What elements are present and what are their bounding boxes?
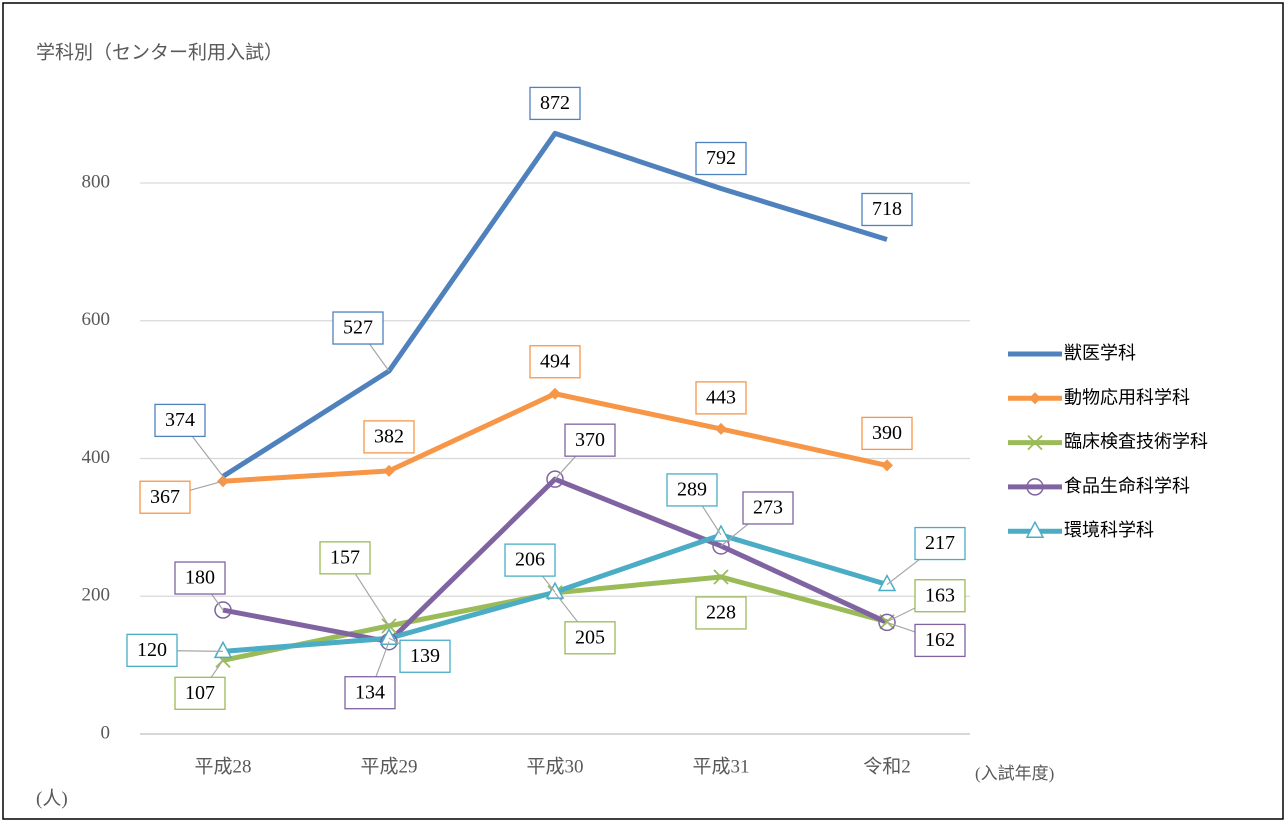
marker [546,470,564,488]
label-box [504,543,556,577]
x-tick-label: 平成28 [194,755,251,777]
data-label: 139 [410,645,440,667]
label-box [126,633,178,667]
label-box [666,473,718,507]
marker [1026,478,1044,496]
y-tick-label: 200 [82,585,111,606]
data-label: 134 [355,681,385,703]
label-box [695,596,747,630]
data-label: 289 [677,479,707,501]
x-tick-label: 平成31 [692,755,749,777]
data-label: 443 [706,386,736,408]
label-box [914,579,966,613]
marker [549,387,561,400]
label-box [363,420,415,454]
label-box [914,623,966,658]
data-label: 163 [925,584,955,606]
label-box [695,381,747,415]
label-box [332,311,384,345]
data-label: 718 [872,198,902,220]
chart-title: 学科別（センター利用入試） [36,41,283,63]
data-label: 120 [137,639,167,661]
label-box [695,141,747,176]
marker [1027,434,1043,451]
marker [711,524,731,542]
y-tick-label: 800 [82,171,111,192]
label-box [154,403,206,438]
data-label: 527 [343,317,373,339]
marker [713,569,729,585]
marker [878,613,896,632]
label-box [174,561,226,595]
label-box [529,86,581,121]
data-label: 370 [575,429,605,451]
label-box [529,345,581,379]
data-label: 382 [374,425,404,447]
label-box [399,639,451,673]
legend-label: 臨床検査技術学科 [1064,432,1208,453]
x-tick-label: 令和2 [863,755,911,777]
data-label: 205 [575,626,605,648]
label-box [861,192,913,227]
data-label: 367 [150,486,180,508]
data-label: 228 [706,602,736,624]
y-axis-label: (人) [36,787,68,809]
data-label: 162 [925,629,955,651]
data-label: 206 [515,549,545,571]
marker [879,614,895,630]
marker [1029,392,1041,405]
label-box [319,541,371,575]
label-box [564,423,616,457]
marker [214,601,232,619]
marker [213,640,233,659]
label-box [174,676,226,710]
y-tick-label: 600 [82,309,111,330]
data-label: 390 [872,422,902,444]
series-line [221,130,888,479]
data-label: 792 [706,147,736,169]
x-axis-label: (入試年度) [975,764,1054,783]
data-label: 374 [165,409,195,431]
legend-label: 環境科学科 [1064,520,1154,541]
label-box [564,621,616,655]
marker [881,459,893,472]
data-label: 180 [185,567,215,589]
marker [877,573,897,592]
label-box [344,676,396,710]
label-box [861,416,913,451]
data-label: 157 [330,546,360,568]
marker [1025,520,1045,538]
data-label: 872 [540,92,570,114]
legend-label: 獣医学科 [1064,343,1136,364]
label-box [139,480,191,514]
legend-label: 食品生命科学科 [1064,476,1190,497]
x-tick-label: 平成30 [526,755,583,777]
marker [545,581,565,599]
x-tick-label: 平成29 [360,755,417,777]
legend-label: 動物応用科学科 [1064,387,1190,408]
data-label: 107 [185,682,215,704]
data-label: 494 [540,350,570,372]
label-box [914,526,966,561]
data-label: 217 [925,532,955,554]
data-label: 273 [753,497,783,519]
marker [715,422,727,435]
label-box [742,491,794,525]
y-tick-label: 400 [82,447,111,468]
y-tick-label: 0 [101,722,111,743]
marker [383,464,395,477]
